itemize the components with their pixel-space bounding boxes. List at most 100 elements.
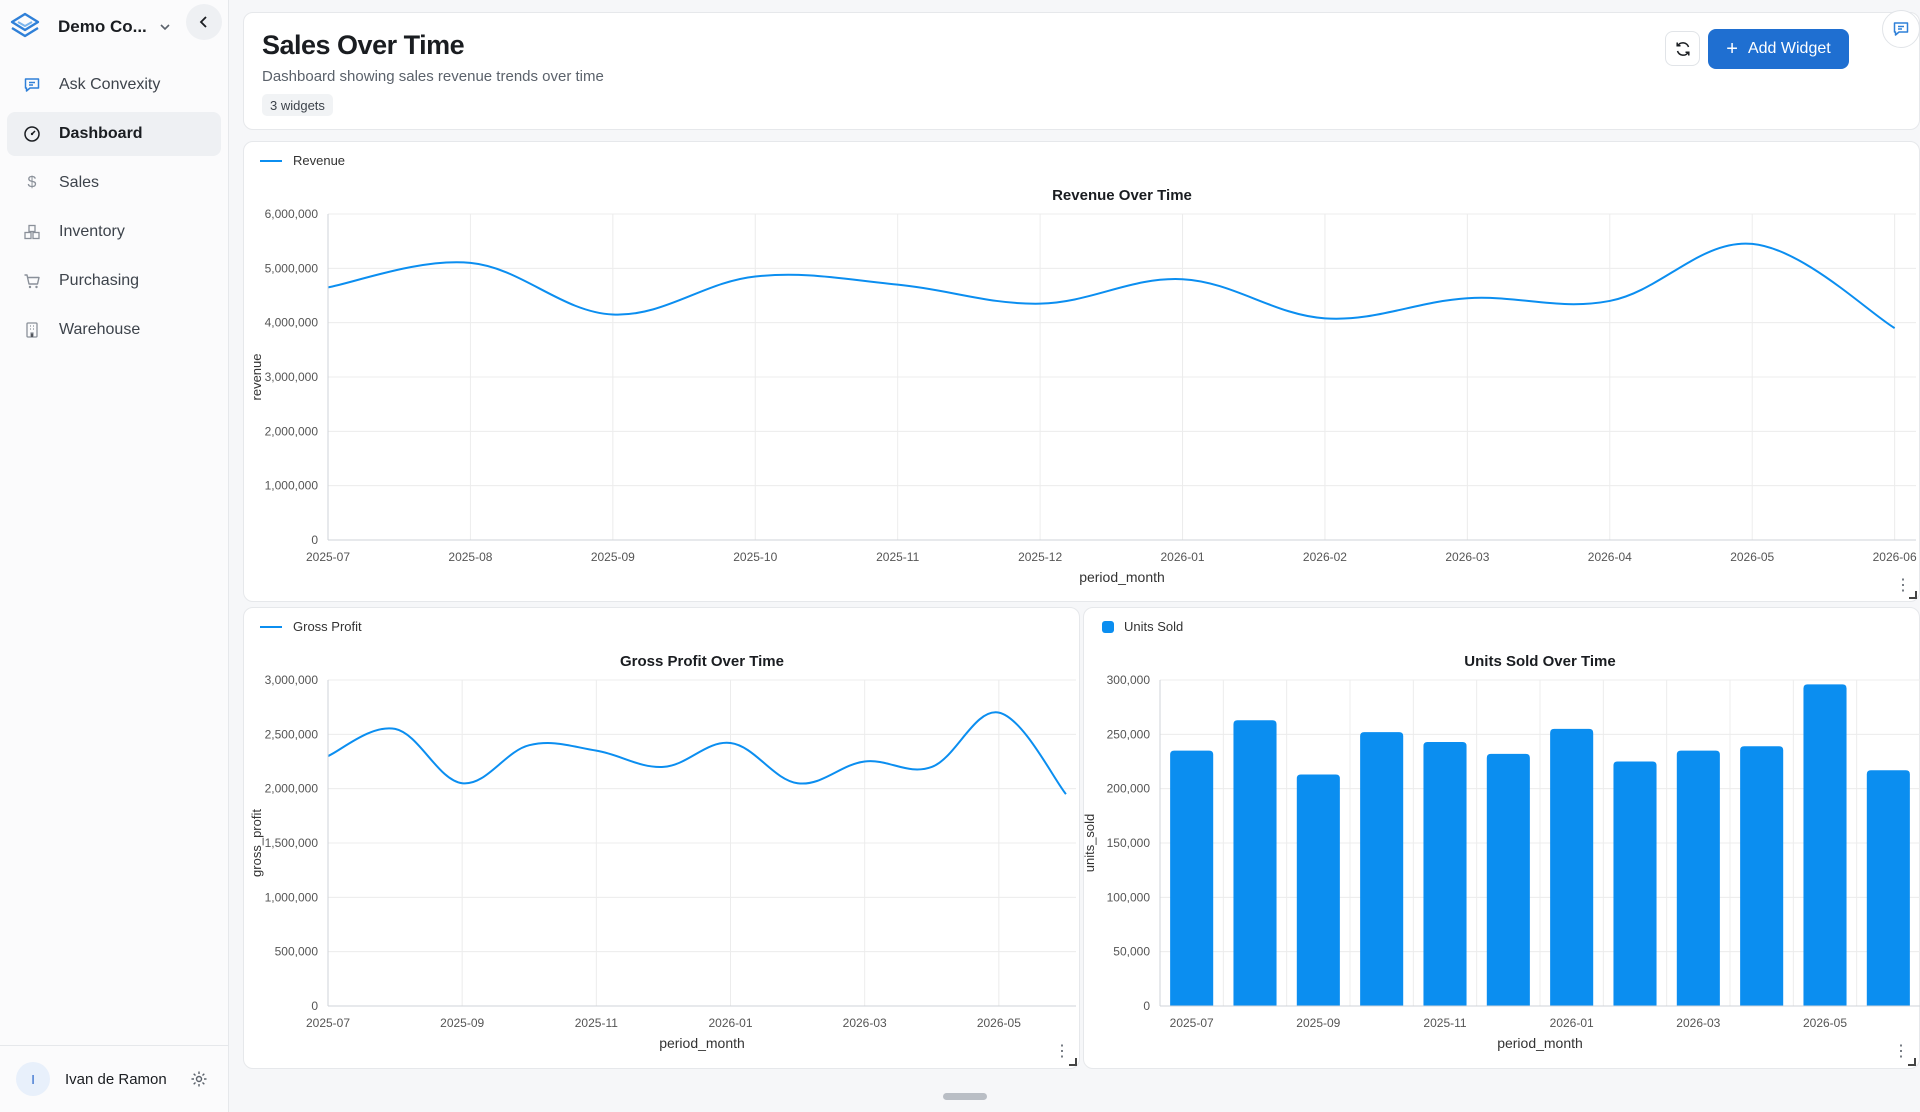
building-icon bbox=[21, 319, 43, 341]
revenue-chart: Revenue Revenue Over Time 0 1,000,000 2,000,… bbox=[249, 153, 1917, 585]
chat-icon bbox=[21, 74, 43, 96]
x-tick-label: 2025-12 bbox=[1018, 550, 1062, 564]
plus-icon: + bbox=[1726, 38, 1738, 60]
x-tick-label: 2026-05 bbox=[1730, 550, 1774, 564]
bar bbox=[1296, 774, 1340, 1006]
resize-handle[interactable] bbox=[1069, 1058, 1077, 1066]
sidebar-nav: Ask Convexity Dashboard $ Sales Inventor… bbox=[7, 63, 221, 357]
sidebar-item-label: Dashboard bbox=[59, 125, 143, 142]
dashboard-header: Sales Over Time Dashboard showing sales … bbox=[243, 12, 1920, 130]
y-tick-label: 50,000 bbox=[1113, 945, 1150, 959]
x-tick-label: 2025-11 bbox=[1423, 1016, 1466, 1030]
resize-handle[interactable] bbox=[1909, 591, 1917, 599]
y-tick-label: 300,000 bbox=[1107, 673, 1151, 687]
bar bbox=[1803, 684, 1847, 1006]
gear-icon[interactable] bbox=[189, 1069, 209, 1089]
y-axis-label: units_sold bbox=[1084, 814, 1097, 873]
sidebar-item-label: Inventory bbox=[59, 223, 125, 240]
sidebar: Demo Co... Ask Convexity Dashboard $ Sal… bbox=[0, 0, 229, 1112]
refresh-icon bbox=[1675, 41, 1690, 56]
y-tick-label: 1,000,000 bbox=[265, 890, 319, 904]
org-name: Demo Co... bbox=[58, 17, 147, 36]
x-tick-label: 2026-03 bbox=[1676, 1016, 1720, 1030]
collapse-sidebar-button[interactable] bbox=[186, 4, 222, 40]
x-tick-label: 2026-01 bbox=[708, 1016, 752, 1030]
dashboard-icon bbox=[21, 123, 43, 145]
y-tick-label: 3,000,000 bbox=[265, 370, 319, 384]
chat-button[interactable] bbox=[1882, 10, 1920, 48]
drag-handle[interactable] bbox=[943, 1093, 987, 1100]
series-line bbox=[327, 242, 1896, 329]
y-tick-label: 0 bbox=[311, 533, 318, 547]
y-tick-label: 100,000 bbox=[1107, 890, 1151, 904]
sidebar-item-inventory[interactable]: Inventory bbox=[7, 210, 221, 254]
y-tick-label: 5,000,000 bbox=[265, 261, 319, 275]
add-widget-button[interactable]: + Add Widget bbox=[1708, 29, 1849, 69]
legend-label: Gross Profit bbox=[293, 619, 362, 634]
org-switcher[interactable]: Demo Co... bbox=[8, 8, 220, 46]
y-tick-label: 250,000 bbox=[1107, 727, 1151, 741]
sidebar-item-sales[interactable]: $ Sales bbox=[7, 161, 221, 205]
refresh-button[interactable] bbox=[1665, 31, 1700, 66]
gross-profit-chart: Gross Profit Gross Profit Over Time 0 500,0… bbox=[249, 619, 1076, 1051]
y-tick-label: 2,500,000 bbox=[265, 727, 319, 741]
chevron-down-icon bbox=[157, 19, 173, 35]
sidebar-item-label: Purchasing bbox=[59, 272, 140, 289]
x-tick-label: 2025-08 bbox=[448, 550, 492, 564]
bar bbox=[1170, 750, 1214, 1006]
x-tick-label: 2025-10 bbox=[733, 550, 777, 564]
y-tick-label: 200,000 bbox=[1107, 782, 1151, 796]
x-tick-label: 2025-11 bbox=[575, 1016, 618, 1030]
y-tick-label: 500,000 bbox=[275, 945, 319, 959]
x-tick-label: 2025-09 bbox=[591, 550, 635, 564]
sidebar-item-purchasing[interactable]: Purchasing bbox=[7, 259, 221, 303]
x-axis-label: period_month bbox=[1079, 569, 1165, 585]
series-line bbox=[327, 711, 1067, 795]
bar bbox=[1233, 720, 1277, 1006]
dollar-icon: $ bbox=[27, 174, 37, 191]
y-tick-label: 6,000,000 bbox=[265, 207, 319, 221]
x-tick-label: 2025-09 bbox=[440, 1016, 484, 1030]
bar bbox=[1740, 746, 1784, 1006]
widget-menu-button[interactable]: ⋮ bbox=[1054, 1043, 1070, 1060]
y-tick-label: 0 bbox=[311, 999, 318, 1013]
x-axis-label: period_month bbox=[1497, 1035, 1583, 1051]
x-tick-label: 2026-03 bbox=[1445, 550, 1489, 564]
sidebar-item-warehouse[interactable]: Warehouse bbox=[7, 308, 221, 352]
resize-handle[interactable] bbox=[1908, 1058, 1916, 1066]
bar bbox=[1486, 753, 1530, 1006]
bar bbox=[1423, 741, 1467, 1006]
y-tick-label: 1,500,000 bbox=[265, 836, 319, 850]
units-sold-widget: Units Sold Units Sold Over Time 0 50,000 100… bbox=[1083, 607, 1920, 1069]
x-tick-label: 2026-05 bbox=[1803, 1016, 1847, 1030]
page-subtitle: Dashboard showing sales revenue trends o… bbox=[262, 68, 604, 85]
y-tick-label: 1,000,000 bbox=[265, 479, 319, 493]
x-tick-label: 2025-07 bbox=[306, 1016, 350, 1030]
legend-label: Revenue bbox=[293, 153, 345, 168]
gross-profit-widget: Gross Profit Gross Profit Over Time 0 500,0… bbox=[243, 607, 1080, 1069]
boxes-icon bbox=[21, 221, 43, 243]
chart-title: Revenue Over Time bbox=[1052, 187, 1192, 204]
x-tick-label: 2025-07 bbox=[1170, 1016, 1214, 1030]
bar bbox=[1360, 732, 1404, 1006]
bar bbox=[1676, 750, 1720, 1006]
y-axis-label: revenue bbox=[249, 354, 264, 401]
bar bbox=[1613, 761, 1657, 1006]
avatar[interactable]: I bbox=[16, 1062, 50, 1096]
user-name: Ivan de Ramon bbox=[65, 1070, 167, 1088]
x-tick-label: 2026-04 bbox=[1588, 550, 1632, 564]
revenue-widget: Revenue Revenue Over Time 0 1,000,000 2,000,… bbox=[243, 141, 1920, 602]
chart-title: Gross Profit Over Time bbox=[620, 653, 784, 670]
y-tick-label: 0 bbox=[1143, 999, 1150, 1013]
sidebar-item-label: Warehouse bbox=[59, 321, 141, 338]
widget-menu-button[interactable]: ⋮ bbox=[1895, 577, 1911, 594]
y-tick-label: 2,000,000 bbox=[265, 424, 319, 438]
sidebar-item-ask-convexity[interactable]: Ask Convexity bbox=[7, 63, 221, 107]
convexity-logo-icon bbox=[8, 10, 42, 44]
widget-menu-button[interactable]: ⋮ bbox=[1893, 1043, 1909, 1060]
sidebar-item-dashboard[interactable]: Dashboard bbox=[7, 112, 221, 156]
x-axis-label: period_month bbox=[659, 1035, 745, 1051]
legend-swatch bbox=[1102, 621, 1114, 633]
user-menu[interactable]: I Ivan de Ramon bbox=[0, 1045, 229, 1112]
sidebar-item-label: Sales bbox=[59, 174, 100, 191]
